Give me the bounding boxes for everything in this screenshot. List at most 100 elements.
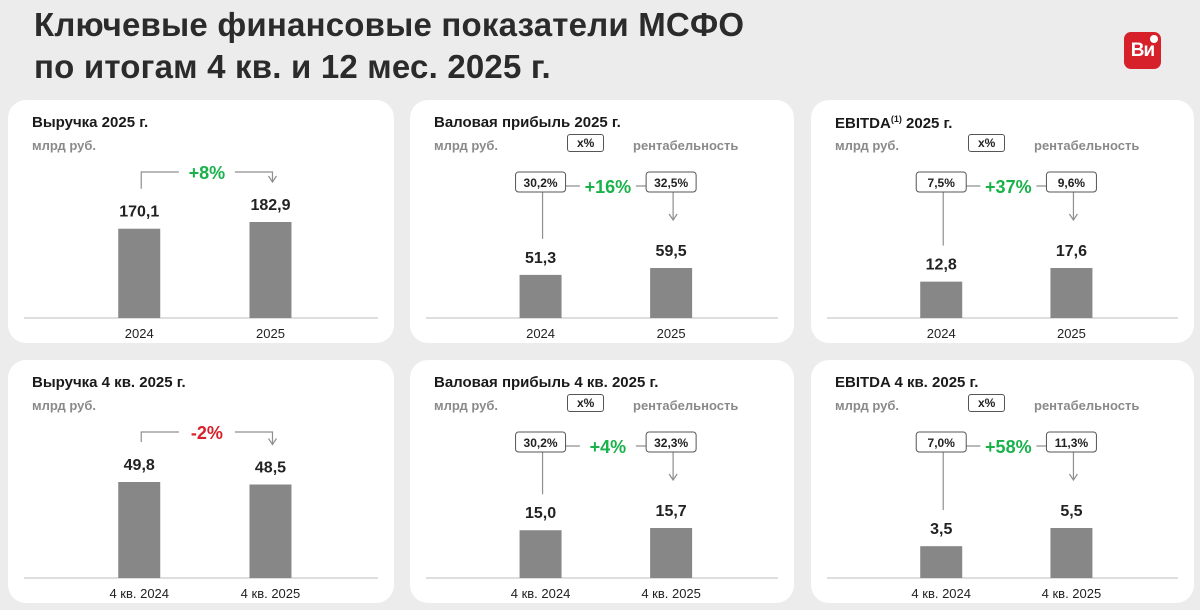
margin-box: [1045, 431, 1097, 453]
data-label: 48,5: [255, 460, 286, 477]
bar-4-кв.-2024: [519, 530, 562, 578]
margin-legend-box: x%: [567, 394, 605, 412]
unit-label: млрд руб.: [32, 138, 96, 153]
panel-revenue-q4-2025: Выручка 4 кв. 2025 г. млрд руб. 49,8 4 кв…: [8, 360, 394, 603]
data-label: 3,5: [930, 521, 952, 538]
data-label: 51,3: [525, 250, 556, 267]
bar-chart: 3,5 4 кв. 2024 5,5 4 кв. 2025 +58% 7,0% 11,3%: [827, 431, 1178, 601]
data-label: 17,6: [1056, 243, 1087, 260]
brand-logo-text: Ви: [1130, 40, 1155, 61]
bar-2024: [118, 228, 161, 318]
brand-logo-dot: [1150, 35, 1158, 43]
x-tick-label: 2024: [125, 326, 154, 341]
margin-legend-label: рентабельность: [1034, 398, 1140, 413]
panel-title: Выручка 4 кв. 2025 г.: [32, 374, 186, 391]
change-arrow-head: [267, 438, 277, 446]
change-label-bg: [980, 175, 1037, 197]
data-label: 170,1: [119, 204, 159, 221]
x-tick-label: 4 кв. 2025: [241, 586, 301, 601]
bar-chart: 51,3 2024 59,5 2025 +16% 30,2% 32,5%: [426, 171, 778, 341]
bar-chart: 12,8 2024 17,6 2025 +37% 7,5% 9,6%: [827, 171, 1178, 341]
change-label-bg: [178, 421, 235, 443]
change-label-bg: [579, 175, 636, 197]
panel-gross-profit-2025: Валовая прибыль 2025 г. млрд руб. x% рен…: [410, 100, 794, 343]
margin-value: 32,5%: [654, 176, 688, 190]
footnote-marker: (1): [890, 114, 902, 124]
margin-legend-label: рентабельность: [1034, 138, 1140, 153]
bar-2024: [519, 274, 562, 318]
margin-legend-label: рентабельность: [633, 138, 739, 153]
change-arrow-head: [668, 473, 678, 482]
change-label: +58%: [985, 437, 1032, 457]
unit-label: млрд руб.: [32, 398, 96, 413]
panel-ebitda-q4-2025: EBITDA 4 кв. 2025 г. млрд руб. x% рентаб…: [811, 360, 1194, 603]
margin-legend-label: рентабельность: [633, 398, 739, 413]
panel-ebitda-2025: EBITDA(1) 2025 г. млрд руб. x% рентабель…: [811, 100, 1194, 343]
change-arrow-head: [267, 175, 277, 184]
change-arrow-head: [1068, 213, 1078, 222]
margin-value: 11,3%: [1055, 436, 1089, 450]
x-tick-label: 2024: [927, 326, 956, 341]
data-label: 12,8: [926, 257, 957, 274]
x-tick-label: 2025: [1057, 326, 1086, 341]
margin-value: 30,2%: [524, 436, 558, 450]
title-line-1: Ключевые финансовые показатели МСФО: [34, 6, 745, 43]
data-label: 15,0: [525, 505, 556, 522]
margin-box: [1045, 171, 1097, 193]
x-tick-label: 4 кв. 2024: [109, 586, 169, 601]
data-label: 15,7: [656, 503, 687, 520]
unit-label: млрд руб.: [434, 138, 498, 153]
panel-title-main: EBITDA: [835, 115, 891, 132]
bar-chart: 15,0 4 кв. 2024 15,7 4 кв. 2025 +4% 30,2% 32,3…: [426, 431, 778, 601]
bar-4-кв.-2024: [920, 546, 963, 578]
margin-value: 7,5%: [928, 176, 956, 190]
bar-2025: [249, 222, 292, 318]
change-label: +8%: [189, 163, 226, 183]
bar-2025: [650, 268, 693, 318]
data-label: 59,5: [656, 243, 687, 260]
panel-revenue-2025: Выручка 2025 г. млрд руб. 170,1 2024 182,9…: [8, 100, 394, 343]
x-tick-label: 4 кв. 2024: [511, 586, 571, 601]
bar-4-кв.-2025: [650, 528, 693, 578]
panel-title-suffix: 2025 г.: [901, 115, 953, 132]
bar-chart: 49,8 4 кв. 2024 48,5 4 кв. 2025 -2%: [24, 421, 378, 601]
panel-title: Валовая прибыль 2025 г.: [434, 114, 621, 131]
change-label-bg: [178, 161, 235, 183]
margin-box: [645, 431, 697, 453]
bar-4-кв.-2025: [1050, 528, 1093, 578]
bar-2024: [920, 281, 963, 318]
data-label: 182,9: [250, 197, 290, 214]
bar-2025: [1050, 268, 1093, 318]
x-tick-label: 4 кв. 2024: [911, 586, 971, 601]
panel-title: Выручка 2025 г.: [32, 114, 149, 131]
margin-box: [915, 431, 967, 453]
margin-box: [515, 171, 567, 193]
change-label-bg: [980, 435, 1037, 457]
bar-4-кв.-2025: [249, 484, 292, 578]
margin-box: [515, 431, 567, 453]
bar-chart: 170,1 2024 182,9 2025 +8%: [24, 161, 378, 341]
x-tick-label: 2025: [256, 326, 285, 341]
change-label: +16%: [585, 177, 632, 197]
margin-value: 32,3%: [654, 436, 688, 450]
change-label-bg: [579, 435, 636, 457]
page-title: Ключевые финансовые показатели МСФО по и…: [34, 4, 744, 88]
change-arrow-head: [1068, 473, 1078, 482]
panel-gross-profit-q4-2025: Валовая прибыль 4 кв. 2025 г. млрд руб. …: [410, 360, 794, 603]
margin-value: 9,6%: [1058, 176, 1086, 190]
margin-legend-box: x%: [968, 134, 1006, 152]
x-tick-label: 4 кв. 2025: [641, 586, 701, 601]
unit-label: млрд руб.: [835, 398, 899, 413]
margin-legend-box: x%: [968, 394, 1006, 412]
x-tick-label: 4 кв. 2025: [1042, 586, 1102, 601]
change-label: +37%: [985, 177, 1032, 197]
brand-logo: Ви: [1124, 32, 1161, 69]
unit-label: млрд руб.: [835, 138, 899, 153]
unit-label: млрд руб.: [434, 398, 498, 413]
data-label: 49,8: [124, 457, 155, 474]
x-tick-label: 2025: [657, 326, 686, 341]
panel-title: EBITDA(1) 2025 г.: [835, 114, 952, 132]
margin-legend-box: x%: [567, 134, 605, 152]
x-tick-label: 2024: [526, 326, 555, 341]
margin-value: 30,2%: [524, 176, 558, 190]
